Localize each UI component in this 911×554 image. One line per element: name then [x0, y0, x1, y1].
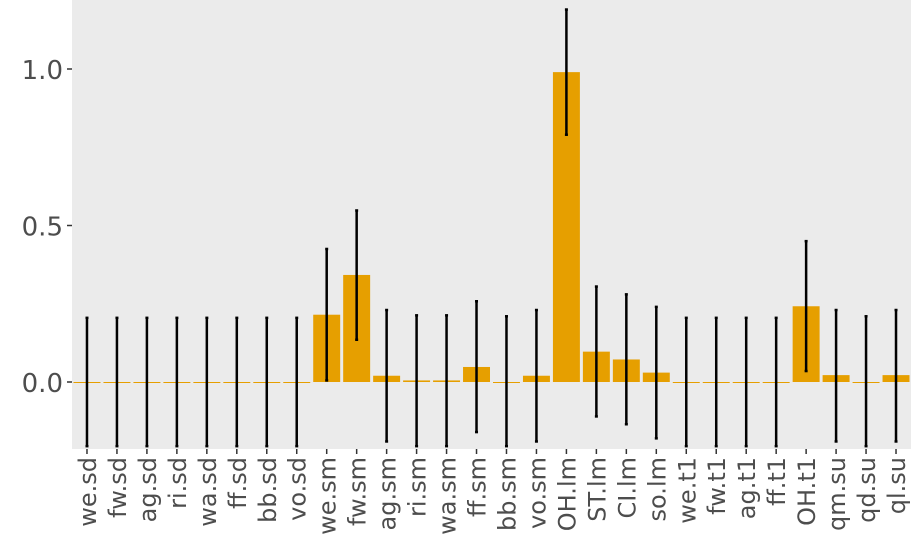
error-bar-ST-lm [594, 285, 598, 418]
x-tick-label: ql.su [883, 457, 911, 514]
x-tick-label: ag.t1 [733, 457, 761, 519]
x-tick-label: wa.sm [434, 457, 462, 535]
y-tick-label: 1.0 [22, 56, 63, 86]
error-bar-ql-su [894, 308, 898, 443]
error-bar-vo-sm [534, 308, 538, 443]
x-tick-label: fw.sd [104, 457, 132, 518]
x-tick-label: we.t1 [673, 457, 701, 524]
plot-panel [72, 0, 911, 449]
error-bar-ag-sd [145, 316, 149, 448]
x-tick-label: qd.su [853, 457, 881, 523]
error-bar-bb-sm [504, 315, 508, 448]
error-bar-so-lm [654, 305, 658, 440]
x-tick-label: CI.lm [613, 457, 641, 519]
y-axis: 0.0 0.5 1.0 [22, 56, 72, 399]
x-tick-label: fw.sm [344, 457, 372, 526]
x-tick-label: vo.sd [284, 457, 312, 521]
x-tick-label: bb.sd [254, 457, 282, 523]
x-tick-label: ri.sm [404, 457, 432, 517]
error-bar-OH-t1 [804, 239, 808, 373]
error-bar-qd-su [864, 315, 868, 448]
error-bar-ff-sm [475, 299, 479, 434]
error-bar-vo-sd [295, 316, 299, 448]
x-tick-label: we.sd [74, 457, 102, 527]
error-bar-ag-sm [385, 308, 389, 443]
x-tick-label: ri.sd [164, 457, 192, 509]
x-tick-label: vo.sm [523, 457, 551, 529]
x-tick-label: ff.t1 [763, 457, 791, 506]
x-tick-label: wa.sd [194, 457, 222, 527]
x-tick-label: fw.t1 [703, 457, 731, 515]
error-bar-OH-lm [564, 8, 568, 136]
error-bar-wa-sm [445, 314, 449, 448]
x-tick-label: ff.sd [224, 457, 252, 509]
error-bar-ag-t1 [744, 316, 748, 448]
x-tick-label: so.lm [643, 457, 671, 521]
x-tick-label: bb.sm [493, 457, 521, 531]
y-tick-label: 0.5 [22, 213, 63, 243]
x-tick-label: ag.sm [374, 457, 402, 530]
error-bar-ff-sd [235, 316, 239, 448]
x-tick-label: ST.lm [583, 457, 611, 522]
x-tick-label: we.sm [314, 457, 342, 535]
error-bar-ri-sm [415, 314, 419, 448]
error-bar-fw-sd [115, 316, 119, 448]
error-bar-wa-sd [205, 316, 209, 448]
y-tick-label: 0.0 [22, 369, 63, 399]
error-bar-we-sd [85, 316, 89, 448]
x-tick-label: ff.sm [464, 457, 492, 517]
error-bar-we-t1 [684, 316, 688, 448]
error-bar-we-sm [325, 247, 329, 382]
error-bar-CI-lm [624, 293, 628, 426]
x-tick-label: OH.lm [553, 457, 581, 531]
x-tick-label: OH.t1 [793, 457, 821, 526]
x-tick-label: ag.sd [134, 457, 162, 522]
error-bar-bb-sd [265, 316, 269, 448]
error-bar-qm-su [834, 308, 838, 443]
x-axis: we.sd fw.sd ag.sd ri.sd wa.sd ff.sd bb.sd vo.sd… [74, 449, 911, 535]
error-bar-fw-t1 [714, 316, 718, 448]
error-bar-ff-t1 [774, 316, 778, 448]
error-bar-fw-sm [355, 209, 359, 341]
x-tick-label: qm.su [823, 457, 851, 531]
error-bar-ri-sd [175, 316, 179, 448]
error-bars-layer [85, 8, 898, 448]
